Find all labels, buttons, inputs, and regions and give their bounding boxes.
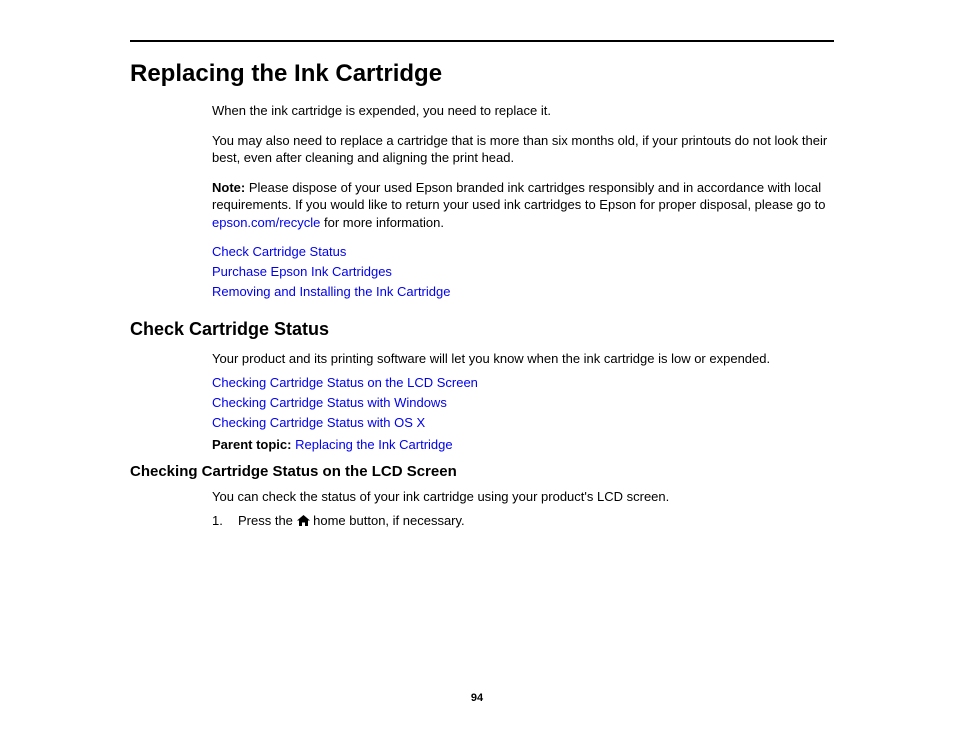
note-paragraph: Note: Please dispose of your used Epson … [212,179,834,232]
section3-paragraph: You can check the status of your ink car… [212,488,834,506]
document-page: Replacing the Ink Cartridge When the ink… [0,0,954,738]
intro-block: When the ink cartridge is expended, you … [212,102,834,301]
section3-block: You can check the status of your ink car… [212,488,834,531]
note-text-2: for more information. [320,215,444,230]
page-number: 94 [0,692,954,704]
link-lcd-status[interactable]: Checking Cartridge Status on the LCD Scr… [212,375,478,390]
subsection-title-lcd: Checking Cartridge Status on the LCD Scr… [130,463,834,480]
step-1-number: 1. [212,512,226,531]
intro-paragraph-2: You may also need to replace a cartridge… [212,132,834,167]
step-1-text: Press the home button, if necessary. [238,512,465,531]
intro-paragraph-1: When the ink cartridge is expended, you … [212,102,834,120]
link-purchase-ink[interactable]: Purchase Epson Ink Cartridges [212,264,392,279]
main-link-list: Check Cartridge Status Purchase Epson In… [212,243,834,301]
parent-topic-label: Parent topic: [212,437,291,452]
step-1-text-b: home button, if necessary. [310,513,465,528]
parent-topic-link[interactable]: Replacing the Ink Cartridge [295,437,453,452]
note-label: Note: [212,180,245,195]
link-check-cartridge-status[interactable]: Check Cartridge Status [212,244,346,259]
parent-topic: Parent topic: Replacing the Ink Cartridg… [212,436,834,454]
section-title-check-status: Check Cartridge Status [130,319,834,340]
step-1-text-a: Press the [238,513,297,528]
section2-link-list: Checking Cartridge Status on the LCD Scr… [212,374,834,432]
home-icon [297,513,310,531]
recycle-link[interactable]: epson.com/recycle [212,215,320,230]
note-text-1: Please dispose of your used Epson brande… [212,180,826,213]
section2-paragraph: Your product and its printing software w… [212,350,834,368]
page-title: Replacing the Ink Cartridge [130,60,834,88]
step-1: 1. Press the home button, if necessary. [212,512,834,531]
link-windows-status[interactable]: Checking Cartridge Status with Windows [212,395,447,410]
section2-block: Your product and its printing software w… [212,350,834,453]
steps-list: 1. Press the home button, if necessary. [212,512,834,531]
link-osx-status[interactable]: Checking Cartridge Status with OS X [212,415,425,430]
link-removing-installing[interactable]: Removing and Installing the Ink Cartridg… [212,284,450,299]
top-rule [130,40,834,42]
